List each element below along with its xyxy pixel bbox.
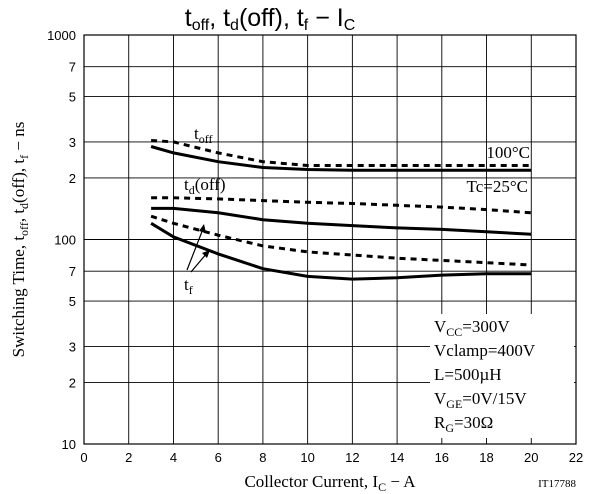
series-line-tf-25C xyxy=(150,222,532,281)
condition-line: Vclamp=400V xyxy=(434,341,536,360)
conditions-box xyxy=(430,314,574,438)
series-line-tf-100C xyxy=(150,214,532,267)
condition-line: VGE=0V/15V xyxy=(434,389,527,411)
series-line-tdoff-25C xyxy=(151,206,532,236)
x-tick-label: 6 xyxy=(215,450,222,465)
tf-arrowhead-upper xyxy=(199,224,206,233)
x-tick-label: 10 xyxy=(300,450,314,465)
x-tick-label: 4 xyxy=(170,450,177,465)
tf-arrowhead-lower xyxy=(202,250,210,258)
y-tick-label: 2 xyxy=(69,171,76,186)
y-tick-label: 5 xyxy=(69,90,76,105)
y-tick-label: 3 xyxy=(69,339,76,354)
y-axis-label: Switching Time, toff, td(off), tf − ns xyxy=(9,122,31,358)
y-tick-label: 7 xyxy=(69,60,76,75)
x-tick-label: 2 xyxy=(125,450,132,465)
condition-line: L=500µH xyxy=(434,365,502,384)
x-tick-label: 16 xyxy=(435,450,449,465)
text-labels: toff, td(off), tf − IC Collector Current,… xyxy=(9,4,576,494)
pointer-arrows xyxy=(186,224,210,273)
x-tick-label: 12 xyxy=(345,450,359,465)
y-tick-label: 100 xyxy=(54,233,76,248)
x-tick-label: 14 xyxy=(390,450,404,465)
chart-title: toff, td(off), tf − IC xyxy=(185,4,356,34)
tf-pointer-lower xyxy=(190,252,208,273)
plot-frame xyxy=(83,34,577,445)
y-tick-label: 1000 xyxy=(47,28,76,43)
grid xyxy=(84,35,576,444)
tdoff-label: td(off) xyxy=(184,175,226,197)
series-line-tdoff-100C xyxy=(151,196,532,215)
x-tick-label: 22 xyxy=(569,450,583,465)
series-line-toff-25C xyxy=(150,145,532,172)
y-tick-label: 2 xyxy=(69,375,76,390)
series-line-toff-100C xyxy=(151,139,532,167)
condition-line: RG=30Ω xyxy=(434,413,493,435)
y-tick-label: 3 xyxy=(69,135,76,150)
y-tick-label: 7 xyxy=(69,264,76,279)
x-tick-label: 0 xyxy=(80,450,87,465)
tf-label: tf xyxy=(184,275,193,297)
y-tick-label: 5 xyxy=(69,294,76,309)
toff-label: toff xyxy=(194,124,213,146)
x-tick-label: 18 xyxy=(479,450,493,465)
tf-pointer-upper xyxy=(186,228,204,271)
tick-labels: 0 2 4 6 8 10 12 14 16 18 20 22 10 2 3 5 7 100 2 3 5 7 1000 xyxy=(47,28,583,465)
x-tick-label: 20 xyxy=(524,450,538,465)
x-axis-label: Collector Current, IC − A xyxy=(244,472,416,494)
x-tick-label: 8 xyxy=(259,450,266,465)
condition-line: VCC=300V xyxy=(434,317,510,339)
temp-100c-label: 100°C xyxy=(486,143,530,162)
series-lines xyxy=(150,139,532,281)
temp-25c-label: Tc=25°C xyxy=(467,177,528,196)
y-tick-label: 10 xyxy=(62,437,76,452)
figure-id: IT17788 xyxy=(538,478,576,490)
